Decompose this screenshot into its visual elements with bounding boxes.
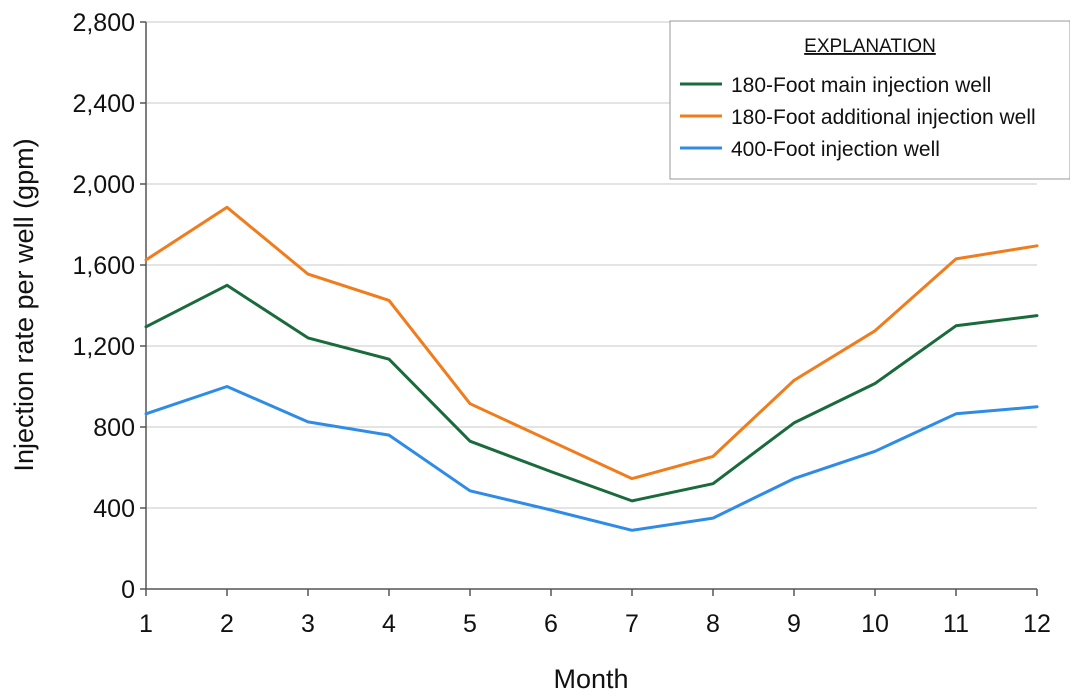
y-axis-title: Injection rate per well (gpm) — [9, 138, 39, 471]
x-tick-label: 10 — [861, 610, 889, 638]
x-tick-label: 2 — [220, 610, 234, 638]
x-tick-label: 3 — [301, 610, 315, 638]
legend-label: 400-Foot injection well — [731, 138, 940, 161]
series-lines — [144, 205, 1039, 532]
x-tick-label: 9 — [787, 610, 801, 638]
gridlines — [146, 21, 1037, 509]
y-tick-label: 800 — [93, 414, 135, 442]
x-tick-labels: 1 2 3 4 5 6 7 8 9 10 11 12 — [139, 589, 1051, 638]
x-tick-label: 4 — [382, 610, 396, 638]
x-tick-label: 7 — [625, 610, 639, 638]
y-tick-label: 1,600 — [72, 252, 135, 280]
legend-box — [669, 20, 1070, 180]
series-line-1 — [144, 283, 1039, 503]
y-tick-label: 0 — [121, 576, 135, 604]
legend-title: EXPLANATION — [804, 36, 936, 57]
y-tick-label: 2,000 — [72, 171, 135, 199]
legend-label: 180-Foot additional injection well — [731, 106, 1036, 129]
y-tick-label: 2,800 — [72, 9, 135, 37]
axes — [145, 22, 1037, 590]
legend: EXPLANATION 180-Foot main injection well… — [669, 20, 1070, 180]
legend-label: 180-Foot main injection well — [731, 74, 991, 97]
x-tick-label: 6 — [544, 610, 558, 638]
y-tick-label: 400 — [93, 495, 135, 523]
y-tick-label: 2,400 — [72, 90, 135, 118]
y-tick-labels: 0 400 800 1,200 1,600 2,000 2,400 2,800 — [72, 9, 146, 604]
x-tick-label: 1 — [139, 610, 153, 638]
series-line-3 — [144, 385, 1039, 532]
series-line-2 — [144, 205, 1039, 481]
x-axis-title: Month — [553, 664, 628, 694]
y-tick-label: 1,200 — [72, 333, 135, 361]
x-tick-label: 8 — [706, 610, 720, 638]
legend-items: 180-Foot main injection well 180-Foot add… — [680, 74, 1036, 161]
x-tick-label: 12 — [1023, 610, 1051, 638]
x-tick-label: 5 — [463, 610, 477, 638]
x-tick-label: 11 — [943, 610, 969, 638]
